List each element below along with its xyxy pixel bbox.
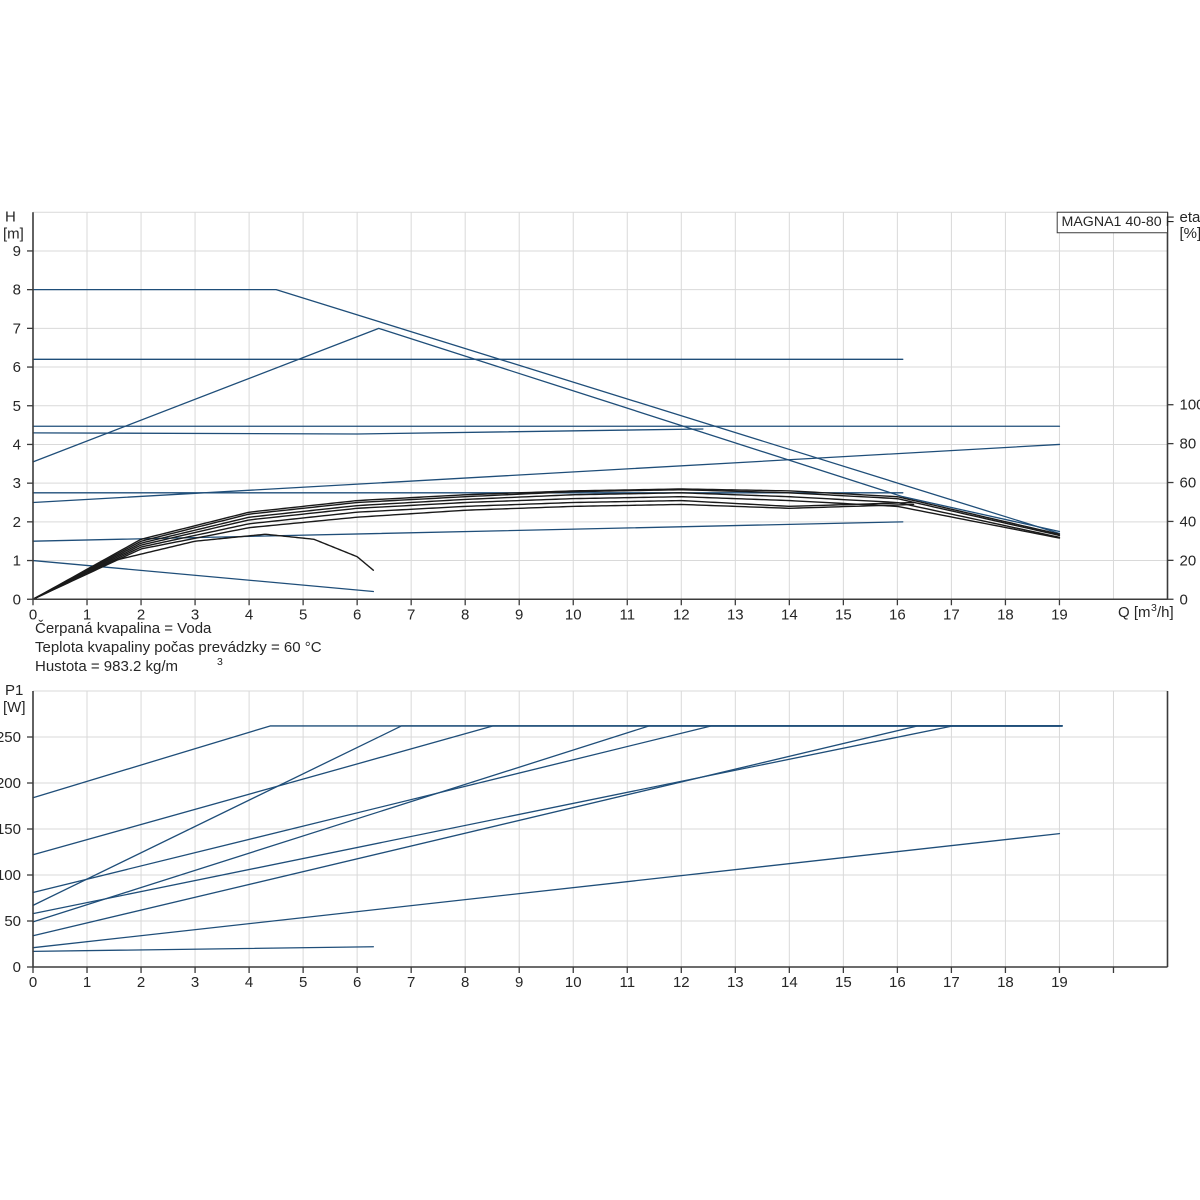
svg-text:80: 80 [1180,436,1197,453]
svg-text:12: 12 [673,606,690,623]
svg-text:10: 10 [565,974,582,991]
svg-text:50: 50 [4,913,21,930]
svg-text:2: 2 [137,974,145,991]
svg-text:17: 17 [943,974,960,991]
svg-text:3: 3 [13,475,21,492]
svg-text:/h]: /h] [1157,604,1174,621]
svg-text:P1: P1 [5,682,23,699]
svg-text:200: 200 [0,775,21,792]
svg-text:Teplota kvapaliny počas prevád: Teplota kvapaliny počas prevádzky = 60 °… [35,639,322,656]
svg-text:6: 6 [353,974,361,991]
svg-text:150: 150 [0,821,21,838]
svg-text:100: 100 [0,867,21,884]
svg-text:16: 16 [889,606,906,623]
svg-text:18: 18 [997,606,1014,623]
svg-text:40: 40 [1180,513,1197,530]
svg-text:Čerpaná kvapalina = Voda: Čerpaná kvapalina = Voda [35,620,212,637]
svg-text:5: 5 [13,398,21,415]
svg-text:0: 0 [13,591,21,608]
svg-text:1: 1 [83,974,91,991]
svg-text:18: 18 [997,974,1014,991]
svg-text:11: 11 [619,606,635,623]
svg-text:19: 19 [1051,974,1068,991]
svg-text:H: H [5,208,16,225]
svg-text:Hustota = 983.2 kg/m: Hustota = 983.2 kg/m [35,658,178,675]
svg-text:8: 8 [461,974,469,991]
svg-text:7: 7 [13,320,21,337]
svg-text:19: 19 [1051,606,1068,623]
svg-text:[%]: [%] [1180,225,1200,242]
svg-text:8: 8 [461,606,469,623]
svg-text:0: 0 [1180,591,1188,608]
svg-text:4: 4 [245,606,253,623]
svg-text:12: 12 [673,974,690,991]
svg-text:7: 7 [407,974,415,991]
svg-text:20: 20 [1180,552,1197,569]
svg-text:17: 17 [943,606,960,623]
svg-text:15: 15 [835,606,852,623]
svg-text:[W]: [W] [3,699,26,716]
svg-text:3: 3 [217,656,223,668]
svg-text:14: 14 [781,606,798,623]
svg-text:3: 3 [191,974,199,991]
svg-text:16: 16 [889,974,906,991]
svg-text:eta: eta [1180,209,1200,226]
svg-text:250: 250 [0,729,21,746]
svg-text:Q [m: Q [m [1118,604,1151,621]
svg-text:7: 7 [407,606,415,623]
svg-text:10: 10 [565,606,582,623]
svg-text:60: 60 [1180,475,1197,492]
svg-text:15: 15 [835,974,852,991]
svg-text:6: 6 [353,606,361,623]
svg-text:9: 9 [13,243,21,260]
svg-text:4: 4 [245,974,253,991]
svg-text:0: 0 [29,974,37,991]
svg-text:14: 14 [781,974,798,991]
svg-text:5: 5 [299,974,307,991]
svg-text:2: 2 [13,514,21,531]
svg-text:8: 8 [13,282,21,299]
svg-text:9: 9 [515,974,523,991]
svg-text:0: 0 [13,959,21,976]
svg-text:9: 9 [515,606,523,623]
svg-text:100: 100 [1180,397,1200,414]
svg-text:1: 1 [13,553,21,570]
svg-text:4: 4 [13,436,21,453]
svg-text:11: 11 [619,974,635,991]
svg-text:6: 6 [13,359,21,376]
svg-text:[m]: [m] [3,225,24,242]
svg-text:5: 5 [299,606,307,623]
svg-text:MAGNA1 40-80 F: MAGNA1 40-80 F [1062,214,1175,230]
svg-text:13: 13 [727,606,744,623]
svg-text:13: 13 [727,974,744,991]
